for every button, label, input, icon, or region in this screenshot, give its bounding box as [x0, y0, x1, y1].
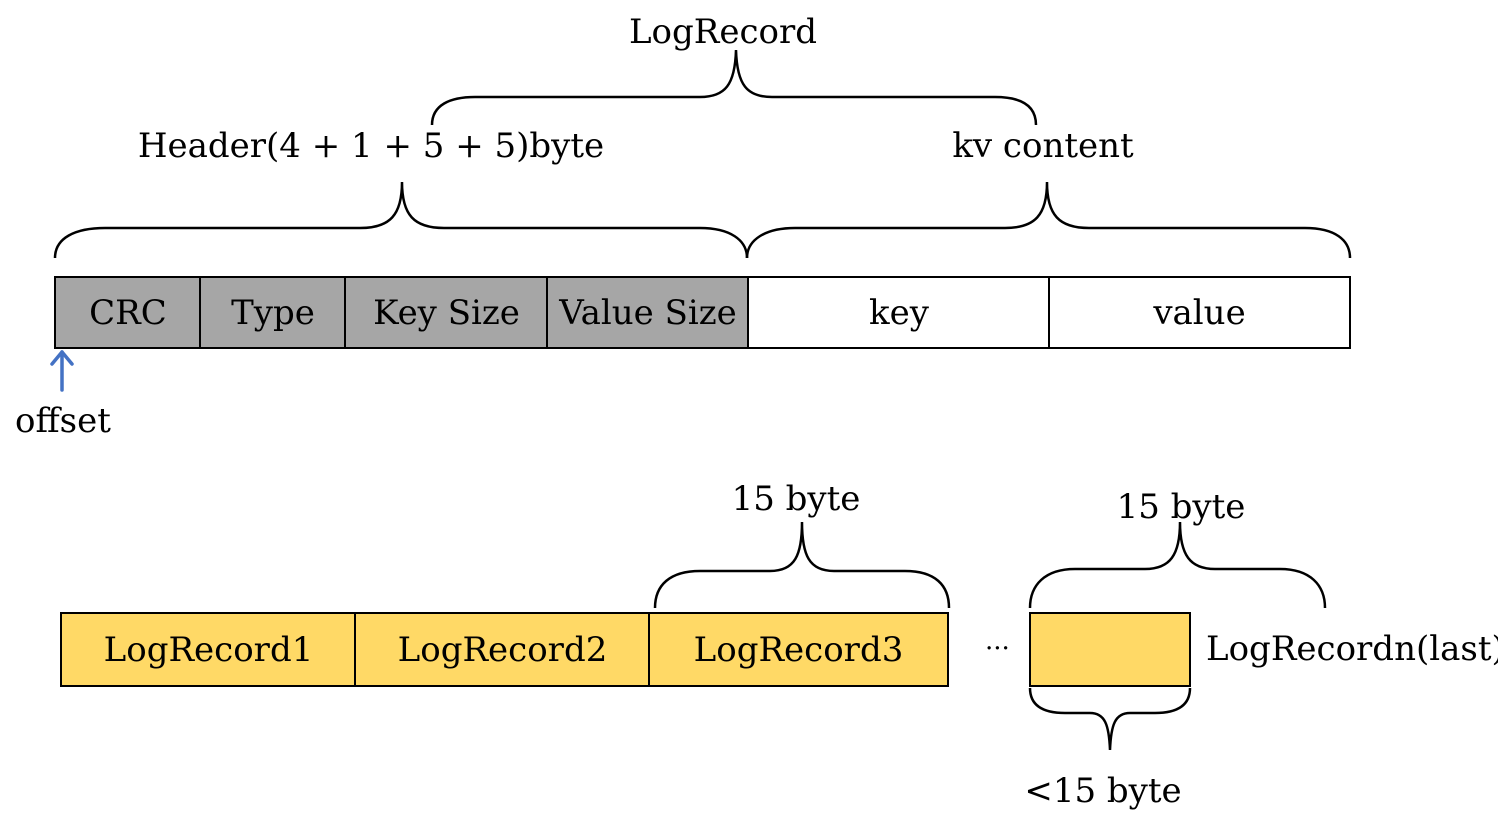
log-record-3: LogRecord3 — [648, 612, 949, 687]
last-record-label: LogRecordn(last) — [1206, 629, 1498, 669]
log-record-2: LogRecord2 — [354, 612, 651, 687]
field-value: value — [1048, 276, 1351, 349]
record3-size-label: 15 byte — [731, 479, 861, 519]
field-value-size: Value Size — [546, 276, 750, 349]
log-record-1: LogRecord1 — [60, 612, 357, 687]
offset-arrow-icon — [50, 350, 74, 392]
kv-content-brace — [745, 181, 1352, 259]
remainder-label: <15 byte — [1024, 771, 1182, 811]
logrecord-brace — [430, 49, 1038, 126]
logrecord-title: LogRecord — [628, 12, 818, 52]
kv-content-label: kv content — [952, 126, 1134, 166]
field-type: Type — [199, 276, 347, 349]
field-crc: CRC — [54, 276, 202, 349]
offset-label: offset — [15, 401, 111, 441]
field-key-size: Key Size — [344, 276, 549, 349]
ellipsis: ... — [985, 626, 1010, 656]
remainder-brace — [1028, 687, 1192, 751]
log-record-last — [1029, 612, 1191, 687]
last-record-size-label: 15 byte — [1116, 487, 1246, 527]
field-key: key — [747, 276, 1051, 349]
header-label: Header(4 + 1 + 5 + 5)byte — [137, 126, 605, 166]
record3-size-brace — [653, 521, 951, 609]
last-record-size-brace — [1028, 521, 1327, 609]
header-brace — [53, 181, 749, 259]
